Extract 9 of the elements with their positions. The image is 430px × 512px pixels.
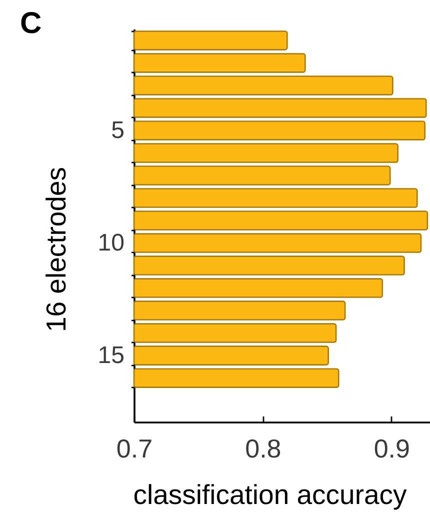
y-tick-label: 5 xyxy=(111,116,124,144)
y-tick-label: 15 xyxy=(98,342,124,370)
x-tick-label: 0.8 xyxy=(245,434,282,464)
x-tick-label: 0.7 xyxy=(116,434,153,464)
chart-title: C xyxy=(20,7,42,40)
y-tick-label: 10 xyxy=(98,230,124,257)
y-axis-title: 16 electrodes xyxy=(40,166,72,332)
x-axis-title: classification accuracy xyxy=(133,479,408,510)
x-tick-label: 0.9 xyxy=(374,434,410,464)
